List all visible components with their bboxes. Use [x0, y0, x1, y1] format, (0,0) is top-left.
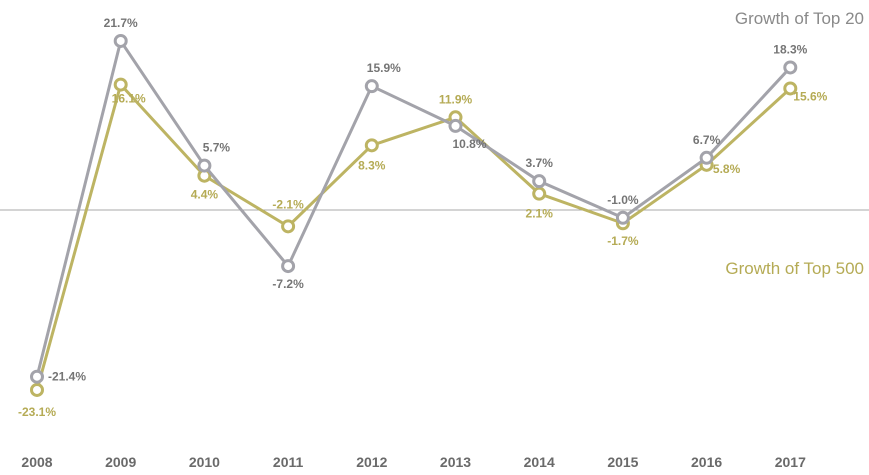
- data-label: 5.8%: [713, 162, 741, 176]
- x-tick-label: 2009: [105, 454, 136, 470]
- x-tick-label: 2012: [356, 454, 387, 470]
- data-label: -1.7%: [607, 234, 639, 248]
- data-label: 4.4%: [191, 188, 219, 202]
- data-point: [281, 219, 296, 234]
- data-point: [364, 79, 379, 94]
- x-tick-label: 2008: [21, 454, 52, 470]
- data-point: [113, 33, 128, 48]
- data-label: 11.9%: [439, 92, 473, 106]
- x-tick-label: 2010: [189, 454, 220, 470]
- x-tick-label: 2013: [440, 454, 471, 470]
- data-point: [30, 369, 44, 384]
- x-tick-label: 2016: [691, 454, 722, 470]
- data-label: 5.7%: [203, 141, 231, 155]
- series-line-top500: [35, 81, 792, 391]
- data-label: 10.8%: [452, 137, 486, 151]
- x-tick-label: 2015: [607, 454, 638, 470]
- data-point: [615, 210, 630, 225]
- x-tick-label: 2011: [273, 454, 304, 470]
- data-label: -1.0%: [607, 193, 639, 207]
- data-label: 2.1%: [526, 207, 554, 221]
- legend-top20: Growth of Top 20: [735, 9, 864, 28]
- data-label: 6.7%: [693, 133, 721, 147]
- data-point: [783, 60, 798, 75]
- x-tick-label: 2014: [524, 454, 555, 470]
- data-point: [699, 150, 714, 165]
- data-label: -2.1%: [272, 197, 304, 211]
- data-point: [532, 174, 547, 189]
- data-label: -21.4%: [48, 370, 86, 384]
- data-label: -7.2%: [272, 277, 304, 291]
- data-label: 3.7%: [526, 156, 554, 170]
- data-label: 21.7%: [104, 16, 138, 30]
- data-point: [532, 186, 547, 201]
- data-label: -23.1%: [18, 405, 56, 419]
- data-label: 18.3%: [773, 42, 807, 56]
- data-point: [783, 81, 798, 96]
- data-point: [113, 77, 128, 92]
- x-tick-label: 2017: [775, 454, 806, 470]
- data-label: 15.6%: [793, 89, 827, 103]
- series-line-top20: [35, 37, 792, 378]
- data-point: [281, 259, 296, 274]
- data-point: [364, 138, 379, 153]
- legend-top500: Growth of Top 500: [725, 259, 864, 278]
- data-point: [448, 118, 463, 133]
- data-label: 16.1%: [112, 92, 146, 106]
- data-point: [30, 382, 44, 397]
- data-label: 8.3%: [358, 158, 386, 172]
- data-label: 15.9%: [367, 61, 401, 75]
- data-point: [197, 158, 212, 173]
